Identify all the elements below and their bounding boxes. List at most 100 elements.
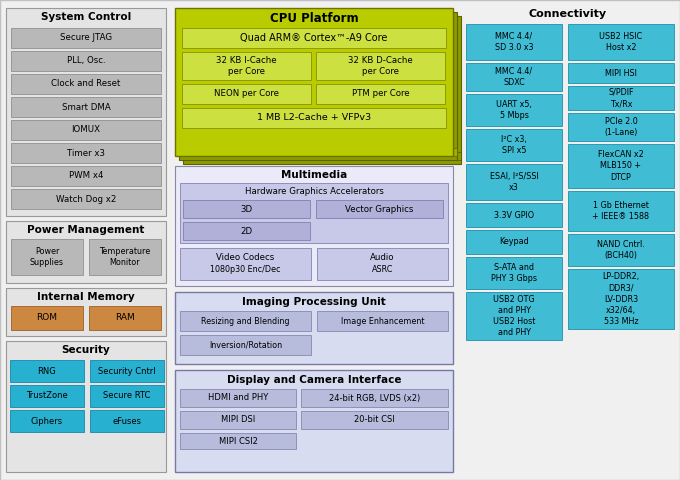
Bar [11, 143, 161, 163]
Bar [179, 148, 457, 156]
Text: TrustZone: TrustZone [26, 392, 68, 400]
Text: eFuses: eFuses [112, 417, 141, 425]
Text: IOMUX: IOMUX [71, 125, 101, 134]
Bar [175, 8, 453, 156]
Text: RNG: RNG [37, 367, 56, 375]
Text: Timer x3: Timer x3 [67, 148, 105, 157]
Bar [568, 234, 674, 266]
Text: S/PDIF
Tx/Rx: S/PDIF Tx/Rx [608, 88, 634, 108]
Bar [180, 335, 311, 355]
Text: MMC 4.4/
SD 3.0 x3: MMC 4.4/ SD 3.0 x3 [495, 32, 533, 52]
Bar [10, 410, 84, 432]
Bar [182, 52, 311, 80]
Text: 3D: 3D [241, 204, 252, 214]
Bar [568, 63, 674, 83]
Bar [180, 389, 296, 407]
Bar [317, 311, 448, 331]
Text: Smart DMA: Smart DMA [62, 103, 110, 111]
Bar [466, 129, 562, 161]
Text: UART x5,
5 Mbps: UART x5, 5 Mbps [496, 100, 532, 120]
Bar [182, 84, 311, 104]
Bar [182, 108, 446, 128]
Bar [568, 269, 674, 329]
Text: ASRC: ASRC [372, 265, 393, 275]
Bar [6, 341, 166, 472]
Bar [11, 97, 161, 117]
Text: Security Cntrl: Security Cntrl [98, 367, 156, 375]
Text: S-ATA and
PHY 3 Gbps: S-ATA and PHY 3 Gbps [491, 263, 537, 283]
Bar [466, 203, 562, 227]
Text: NAND Cntrl.
(BCH40): NAND Cntrl. (BCH40) [597, 240, 645, 260]
Bar [568, 86, 674, 110]
Text: Power
Supplies: Power Supplies [30, 247, 64, 267]
Text: PCIe 2.0
(1-Lane): PCIe 2.0 (1-Lane) [605, 117, 638, 137]
Text: 1 MB L2-Cache + VFPv3: 1 MB L2-Cache + VFPv3 [257, 113, 371, 122]
Bar [568, 113, 674, 141]
Text: PLL, Osc.: PLL, Osc. [67, 57, 105, 65]
Bar [180, 411, 296, 429]
Text: Multimedia: Multimedia [281, 170, 347, 180]
Bar [11, 74, 161, 94]
Text: Image Enhancement: Image Enhancement [341, 316, 424, 325]
Bar [11, 189, 161, 209]
Bar [183, 200, 310, 218]
Text: Keypad: Keypad [499, 238, 529, 247]
Text: 32 KB I-Cache
per Core: 32 KB I-Cache per Core [216, 56, 277, 76]
Bar [316, 200, 443, 218]
Text: 1 Gb Ethernet
+ IEEE® 1588: 1 Gb Ethernet + IEEE® 1588 [592, 201, 649, 221]
Bar [11, 120, 161, 140]
Bar [301, 389, 448, 407]
Bar [466, 292, 562, 340]
Bar [90, 410, 164, 432]
Bar [317, 248, 448, 280]
Text: PWM x4: PWM x4 [69, 171, 103, 180]
Text: CPU Platform: CPU Platform [270, 12, 358, 25]
Text: Connectivity: Connectivity [529, 9, 607, 19]
Text: HDMI and PHY: HDMI and PHY [208, 394, 268, 403]
Bar [10, 385, 84, 407]
Bar [183, 16, 461, 164]
Text: Secure RTC: Secure RTC [103, 392, 151, 400]
Bar [175, 292, 453, 364]
Text: Video Codecs: Video Codecs [216, 253, 275, 263]
Text: 1080p30 Enc/Dec: 1080p30 Enc/Dec [210, 265, 281, 275]
Bar [11, 28, 161, 48]
Bar [179, 12, 457, 160]
Bar [466, 230, 562, 254]
Bar [568, 191, 674, 231]
Text: Resizing and Blending: Resizing and Blending [201, 316, 290, 325]
Bar [175, 370, 453, 472]
Bar [175, 166, 453, 286]
Text: Internal Memory: Internal Memory [37, 292, 135, 302]
Text: Temperature
Monitor: Temperature Monitor [99, 247, 151, 267]
Text: Quad ARM® Cortex™-A9 Core: Quad ARM® Cortex™-A9 Core [240, 33, 388, 43]
Bar [11, 51, 161, 71]
Bar [568, 24, 674, 60]
Text: RAM: RAM [115, 313, 135, 323]
Text: MMC 4.4/
SDXC: MMC 4.4/ SDXC [496, 67, 532, 87]
Bar [180, 433, 296, 449]
Bar [316, 84, 445, 104]
Text: MIPI HSI: MIPI HSI [605, 69, 637, 77]
Bar [180, 248, 311, 280]
Text: 3.3V GPIO: 3.3V GPIO [494, 211, 534, 219]
Text: USB2 HSIC
Host x2: USB2 HSIC Host x2 [600, 32, 643, 52]
Text: Power Management: Power Management [27, 225, 145, 235]
Text: Imaging Processing Unit: Imaging Processing Unit [242, 297, 386, 307]
Text: FlexCAN x2
MLB150 +
DTCP: FlexCAN x2 MLB150 + DTCP [598, 150, 644, 181]
Text: System Control: System Control [41, 12, 131, 22]
Bar [89, 239, 161, 275]
Bar [180, 311, 311, 331]
Text: Vector Graphics: Vector Graphics [345, 204, 413, 214]
Bar [11, 306, 83, 330]
Bar [11, 166, 161, 186]
Text: NEON per Core: NEON per Core [214, 89, 279, 98]
Text: Inversion/Rotation: Inversion/Rotation [209, 340, 282, 349]
Bar [568, 144, 674, 188]
Text: I²C x3,
SPI x5: I²C x3, SPI x5 [501, 135, 527, 155]
Text: Audio: Audio [370, 253, 395, 263]
Bar [466, 63, 562, 91]
Text: Clock and Reset: Clock and Reset [51, 80, 120, 88]
Text: ROM: ROM [37, 313, 58, 323]
Bar [466, 94, 562, 126]
